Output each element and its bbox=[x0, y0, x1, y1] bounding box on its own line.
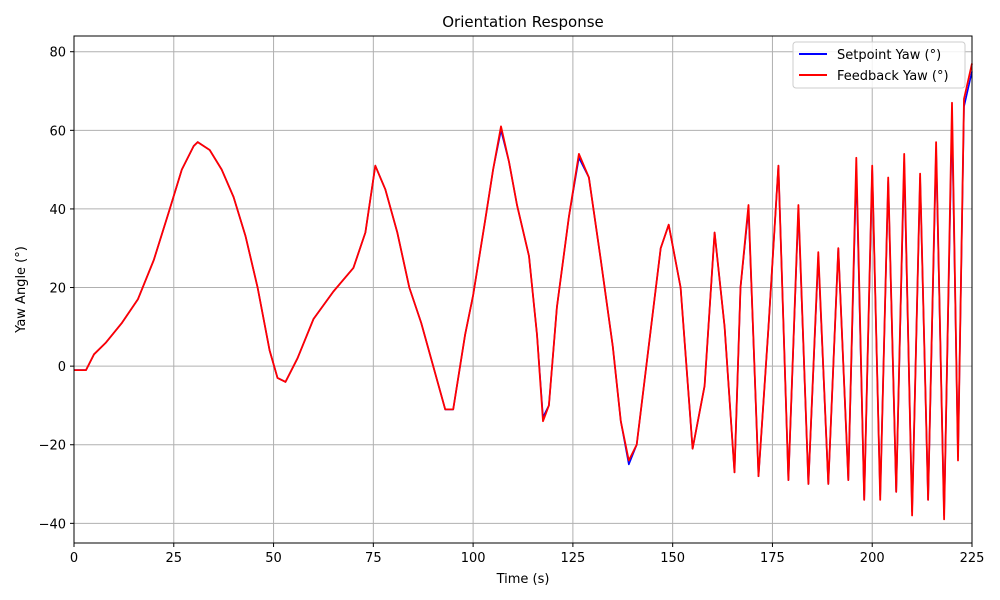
x-tick-label: 225 bbox=[960, 551, 985, 566]
x-tick-label: 200 bbox=[860, 551, 885, 566]
y-tick-label: −40 bbox=[39, 517, 66, 532]
x-tick-label: 150 bbox=[660, 551, 685, 566]
x-tick-label: 125 bbox=[560, 551, 585, 566]
x-tick-label: 175 bbox=[760, 551, 785, 566]
y-tick-label: 60 bbox=[49, 124, 66, 139]
y-tick-label: 20 bbox=[49, 282, 66, 297]
y-axis-title: Yaw Angle (°) bbox=[14, 246, 29, 334]
series-lines bbox=[74, 63, 973, 521]
legend-box bbox=[792, 41, 966, 89]
y-tick-label: 0 bbox=[58, 360, 66, 375]
axis-ticks: 0 25 50 75 100 125 150 175 200 225 −40 −20 0 20 40 60 80 bbox=[39, 46, 985, 566]
x-tick-label: 0 bbox=[70, 551, 78, 566]
y-tick-label: 80 bbox=[49, 46, 66, 61]
chart-title: Orientation Response bbox=[442, 13, 604, 31]
x-tick-label: 50 bbox=[265, 551, 282, 566]
x-tick-label: 25 bbox=[166, 551, 183, 566]
plot-frame bbox=[73, 35, 973, 544]
y-tick-label: −20 bbox=[39, 439, 66, 454]
legend: Setpoint Yaw (°) Feedback Yaw (°) bbox=[792, 41, 966, 89]
x-axis-title: Time (s) bbox=[496, 572, 550, 587]
legend-label: Setpoint Yaw (°) bbox=[837, 48, 941, 63]
y-tick-label: 40 bbox=[49, 203, 66, 218]
x-tick-label: 100 bbox=[461, 551, 486, 566]
legend-label: Feedback Yaw (°) bbox=[837, 69, 949, 84]
x-tick-label: 75 bbox=[365, 551, 382, 566]
feedback-yaw-line bbox=[74, 63, 973, 521]
